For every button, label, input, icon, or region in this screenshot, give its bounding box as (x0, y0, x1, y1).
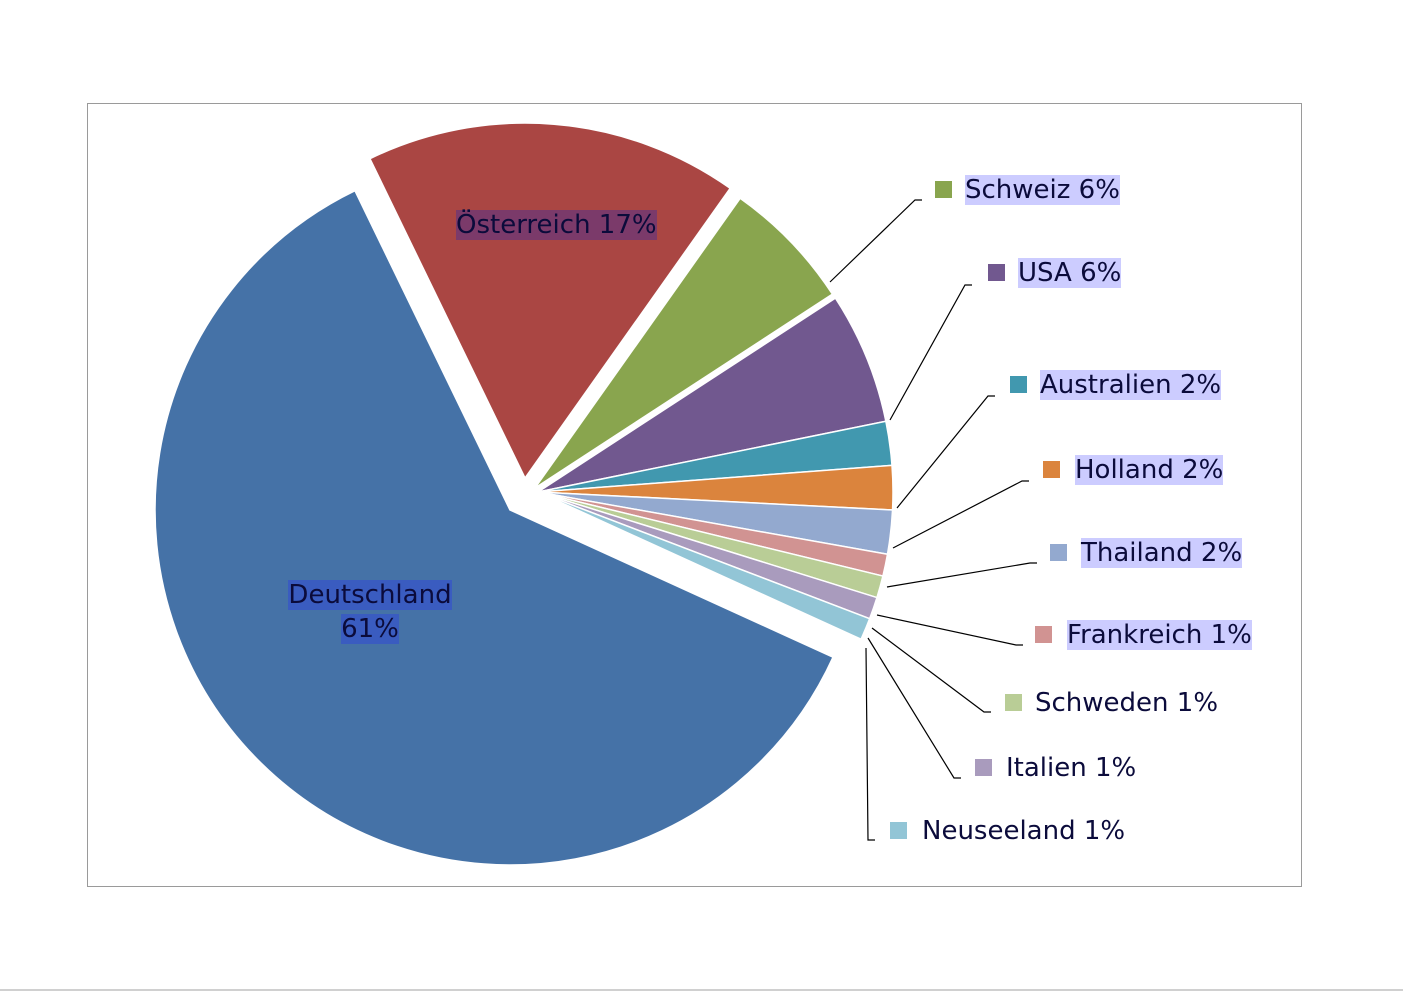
legend-swatch-italien (975, 759, 992, 776)
data-label-usa: USA 6% (1018, 256, 1122, 290)
leader-line-australien (896, 395, 995, 509)
leader-line-schweiz (829, 199, 922, 283)
leader-line-holland (892, 480, 1029, 549)
leader-line-italien (867, 637, 961, 779)
data-label-text-thailand: Thailand 2% (1081, 538, 1243, 568)
legend-swatch-frankreich (1035, 626, 1052, 643)
leader-line-thailand (886, 562, 1037, 588)
legend-swatch-schweiz (935, 181, 952, 198)
pie-slice-usa (537, 297, 887, 493)
data-label-schweden: Schweden 1% (1035, 686, 1218, 720)
legend-swatch-australien (1010, 376, 1027, 393)
data-label-australien: Australien 2% (1040, 368, 1222, 402)
legend-swatch-thailand (1050, 544, 1067, 561)
legend-swatch-schweden (1005, 694, 1022, 711)
data-label-frankreich: Frankreich 1% (1067, 618, 1252, 652)
leader-line-neuseeland (865, 647, 875, 841)
data-label-oesterreich: Österreich 17% (456, 208, 657, 242)
data-label-text-australien: Australien 2% (1040, 370, 1222, 400)
legend-swatch-neuseeland (890, 822, 907, 839)
data-label-oesterreich-text: Österreich 17% (456, 210, 657, 240)
data-label-italien: Italien 1% (1006, 751, 1136, 785)
legend-swatch-holland (1043, 461, 1060, 478)
data-label-text-schweiz: Schweiz 6% (965, 175, 1120, 205)
data-label-text-italien: Italien 1% (1006, 753, 1137, 783)
leader-line-schweden (871, 627, 991, 713)
data-label-text-frankreich: Frankreich 1% (1067, 620, 1252, 650)
data-label-deutschland: Deutschland 61% (285, 578, 455, 646)
legend-swatch-usa (988, 264, 1005, 281)
data-label-schweiz: Schweiz 6% (965, 173, 1120, 207)
leader-line-usa (889, 284, 972, 421)
data-label-text-holland: Holland 2% (1075, 455, 1224, 485)
leader-line-frankreich (876, 614, 1023, 646)
pie-slice-neuseeland (537, 491, 871, 641)
data-label-thailand: Thailand 2% (1081, 536, 1243, 570)
data-label-text-neuseeland: Neuseeland 1% (922, 816, 1126, 846)
data-label-neuseeland: Neuseeland 1% (922, 814, 1125, 848)
data-label-deutschland-name: Deutschland (288, 580, 452, 610)
chart-area (87, 103, 1302, 887)
data-label-holland: Holland 2% (1075, 453, 1224, 487)
pie-slice-deutschland (154, 189, 835, 866)
pie-slice-schweiz (534, 197, 834, 489)
data-label-text-schweden: Schweden 1% (1035, 688, 1219, 718)
data-label-deutschland-value: 61% (341, 614, 399, 644)
bottom-divider (0, 989, 1403, 991)
data-label-text-usa: USA 6% (1018, 258, 1122, 288)
